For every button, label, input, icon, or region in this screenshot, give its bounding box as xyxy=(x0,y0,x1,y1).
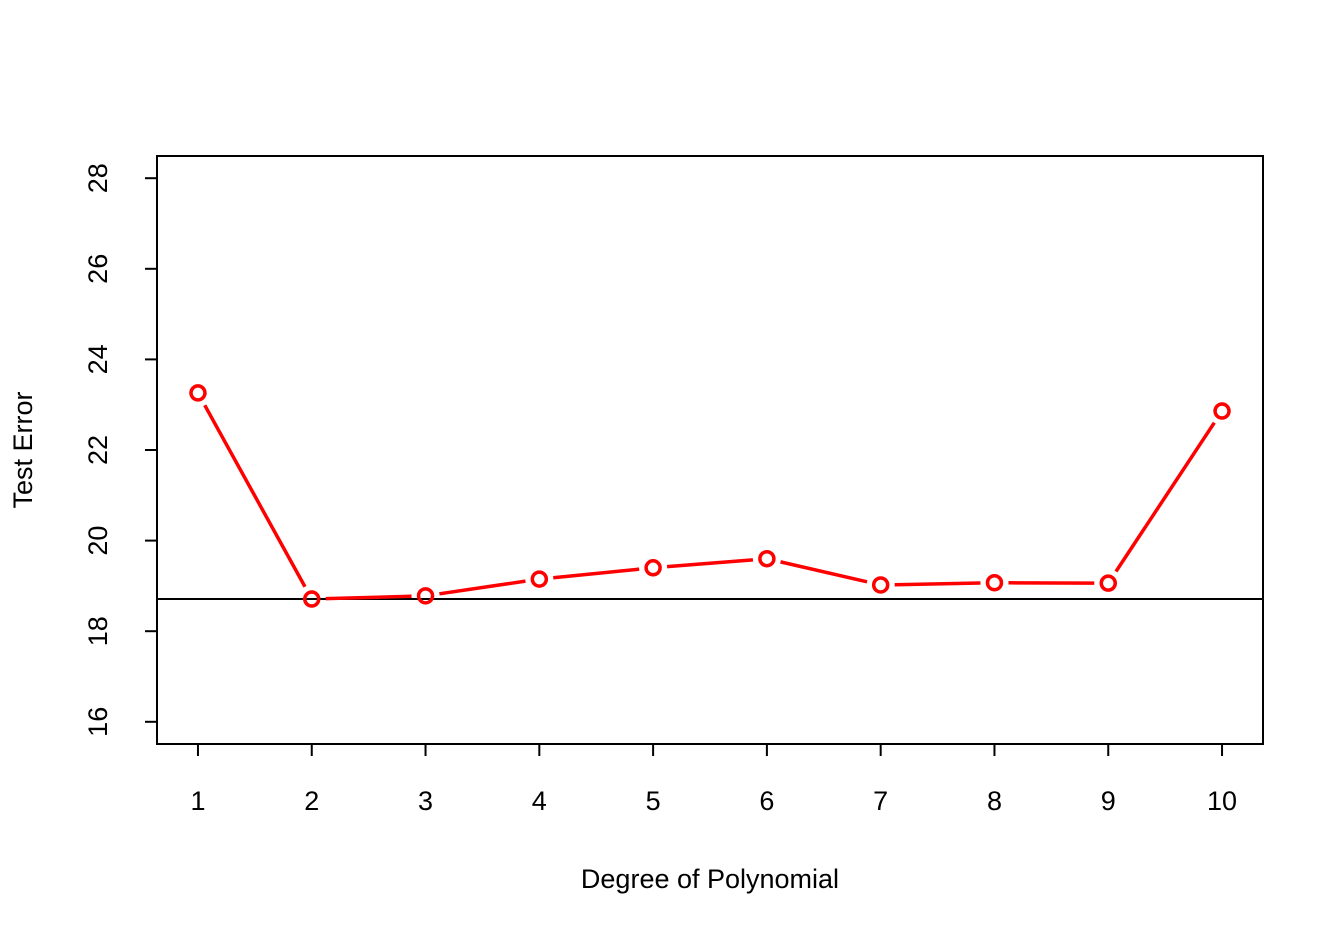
x-tick-label: 10 xyxy=(1207,786,1237,816)
data-point xyxy=(302,590,321,608)
x-tick-label: 9 xyxy=(1101,786,1116,816)
x-tick-label: 2 xyxy=(304,786,319,816)
line-segment xyxy=(439,579,526,596)
x-tick-label: 6 xyxy=(759,786,774,816)
data-point xyxy=(1213,402,1231,420)
y-tick-label: 22 xyxy=(83,435,113,465)
y-axis-label: Test Error xyxy=(8,391,38,508)
data-point xyxy=(871,576,890,594)
line-segment xyxy=(325,594,412,601)
y-tick-label: 24 xyxy=(83,344,113,374)
plot-frame xyxy=(156,155,1264,745)
x-tick-label: 4 xyxy=(532,786,547,816)
x-tick-label: 1 xyxy=(190,786,205,816)
line-segment xyxy=(666,558,754,569)
data-point xyxy=(644,559,662,577)
y-tick-label: 16 xyxy=(83,707,113,737)
data-point xyxy=(1099,574,1118,592)
data-point xyxy=(985,573,1004,592)
x-tick-label: 5 xyxy=(646,786,661,816)
y-tick-label: 20 xyxy=(83,526,113,556)
x-tick-label: 7 xyxy=(873,786,888,816)
line-segment xyxy=(780,560,868,584)
line-segment xyxy=(203,404,307,588)
x-tick-label: 8 xyxy=(987,786,1002,816)
y-tick-label: 18 xyxy=(83,616,113,646)
y-tick-label: 28 xyxy=(83,163,113,193)
line-segment xyxy=(553,567,640,580)
data-point xyxy=(416,587,435,605)
x-tick-label: 3 xyxy=(418,786,433,816)
data-point xyxy=(189,384,207,402)
line-segment xyxy=(1114,421,1216,573)
x-axis-label: Degree of Polynomial xyxy=(581,864,839,894)
data-point xyxy=(758,549,776,568)
line-segment xyxy=(894,581,981,587)
y-tick-label: 26 xyxy=(83,254,113,284)
data-point xyxy=(530,570,549,588)
